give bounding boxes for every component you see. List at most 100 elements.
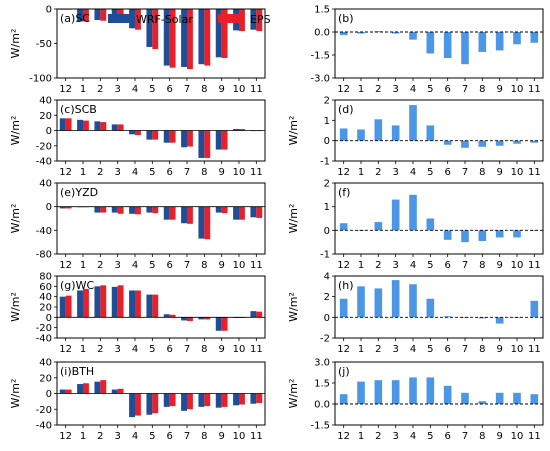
bar-wrf-solar <box>77 290 83 318</box>
bar-eps <box>152 206 159 214</box>
y-axis-label: W/m² <box>9 204 22 234</box>
bar-difference <box>426 32 435 54</box>
x-tick-label: 8 <box>479 84 485 95</box>
bar-eps <box>239 9 245 32</box>
y-axis-label: W/m² <box>9 29 22 59</box>
x-tick-label: 4 <box>132 260 138 271</box>
bar-eps <box>239 393 245 405</box>
bar-difference <box>513 32 521 45</box>
x-tick-label: 5 <box>427 167 433 178</box>
x-tick-label: 4 <box>132 167 138 178</box>
bar-difference <box>443 32 452 59</box>
bar-wrf-solar <box>59 296 66 318</box>
bar-difference <box>339 298 348 318</box>
y-tick-label: 0 <box>46 313 52 324</box>
bar-difference <box>374 119 383 141</box>
x-tick-label: 10 <box>511 260 524 271</box>
x-tick-label: 3 <box>114 84 120 95</box>
x-tick-label: 2 <box>97 167 103 178</box>
x-tick-label: 2 <box>375 344 381 355</box>
x-tick-label: 2 <box>97 260 103 271</box>
y-tick-label: -20 <box>36 323 52 334</box>
bar-wrf-solar <box>111 389 118 394</box>
x-tick-label: 5 <box>149 84 155 95</box>
x-tick-label: 5 <box>427 431 433 442</box>
x-tick-label: 9 <box>218 431 224 442</box>
x-tick-label: 9 <box>496 344 502 355</box>
x-tick-label: 11 <box>250 84 263 95</box>
x-tick-label: 9 <box>218 167 224 178</box>
x-tick-label: 1 <box>358 167 364 178</box>
x-tick-label: 10 <box>233 84 246 95</box>
x-tick-label: 6 <box>444 84 450 95</box>
bar-wrf-solar <box>94 9 101 21</box>
panel-label: (f) <box>338 186 350 199</box>
bar-eps <box>152 393 159 414</box>
bar-difference <box>409 105 417 141</box>
x-tick-label: 8 <box>479 167 485 178</box>
panel-label: (e)YZD <box>60 186 98 199</box>
x-tick-label: 4 <box>410 260 416 271</box>
x-tick-label: 12 <box>337 84 350 95</box>
bar-difference <box>478 317 487 319</box>
bar-difference <box>530 32 539 43</box>
y-tick-label: 40 <box>39 358 52 369</box>
bar-difference <box>513 140 521 144</box>
x-tick-label: 2 <box>97 344 103 355</box>
x-tick-label: 9 <box>496 431 502 442</box>
x-tick-label: 7 <box>462 84 468 95</box>
bar-wrf-solar <box>233 206 239 220</box>
bar-wrf-solar <box>198 393 205 407</box>
y-tick-label: 0 <box>324 313 330 324</box>
x-tick-label: 5 <box>149 167 155 178</box>
x-tick-label: 12 <box>337 260 350 271</box>
y-tick-label: -100 <box>29 74 52 85</box>
bar-eps <box>135 206 141 215</box>
x-tick-label: 12 <box>59 167 72 178</box>
x-tick-label: 6 <box>166 344 172 355</box>
bar-eps <box>204 206 211 240</box>
x-tick-label: 7 <box>462 260 468 271</box>
y-tick-label: 3.0 <box>314 358 330 369</box>
x-tick-label: 11 <box>250 167 263 178</box>
bar-eps <box>169 130 176 143</box>
x-tick-label: 7 <box>462 431 468 442</box>
bar-eps <box>100 9 107 21</box>
x-tick-label: 7 <box>462 344 468 355</box>
bar-eps <box>204 317 211 320</box>
bar-wrf-solar <box>77 9 83 22</box>
x-tick-label: 9 <box>496 84 502 95</box>
bar-difference <box>513 392 521 404</box>
x-tick-label: 3 <box>392 344 398 355</box>
y-tick-label: -3.0 <box>310 74 330 85</box>
bar-difference <box>339 394 348 404</box>
bar-wrf-solar <box>250 206 257 218</box>
bar-difference <box>495 392 504 404</box>
axes-frame <box>56 182 266 255</box>
x-tick-label: 6 <box>444 260 450 271</box>
bar-wrf-solar <box>146 393 153 415</box>
x-tick-label: 3 <box>114 431 120 442</box>
bar-wrf-solar <box>94 121 101 131</box>
bar-eps <box>152 130 159 140</box>
x-tick-label: 12 <box>337 344 350 355</box>
y-axis-label: W/m² <box>287 116 300 146</box>
x-tick-label: 3 <box>114 260 120 271</box>
x-tick-label: 3 <box>392 431 398 442</box>
bar-wrf-solar <box>163 314 170 318</box>
bar-eps <box>256 206 263 218</box>
x-tick-label: 4 <box>132 344 138 355</box>
x-tick-label: 11 <box>528 431 541 442</box>
bar-eps <box>117 285 124 318</box>
x-tick-label: 12 <box>337 167 350 178</box>
y-axis-label: W/m² <box>287 292 300 322</box>
bar-eps <box>100 380 107 394</box>
bar-wrf-solar <box>129 9 135 29</box>
bar-wrf-solar <box>198 9 205 65</box>
bar-wrf-solar <box>111 206 118 213</box>
x-tick-label: 4 <box>410 167 416 178</box>
x-tick-label: 1 <box>358 260 364 271</box>
